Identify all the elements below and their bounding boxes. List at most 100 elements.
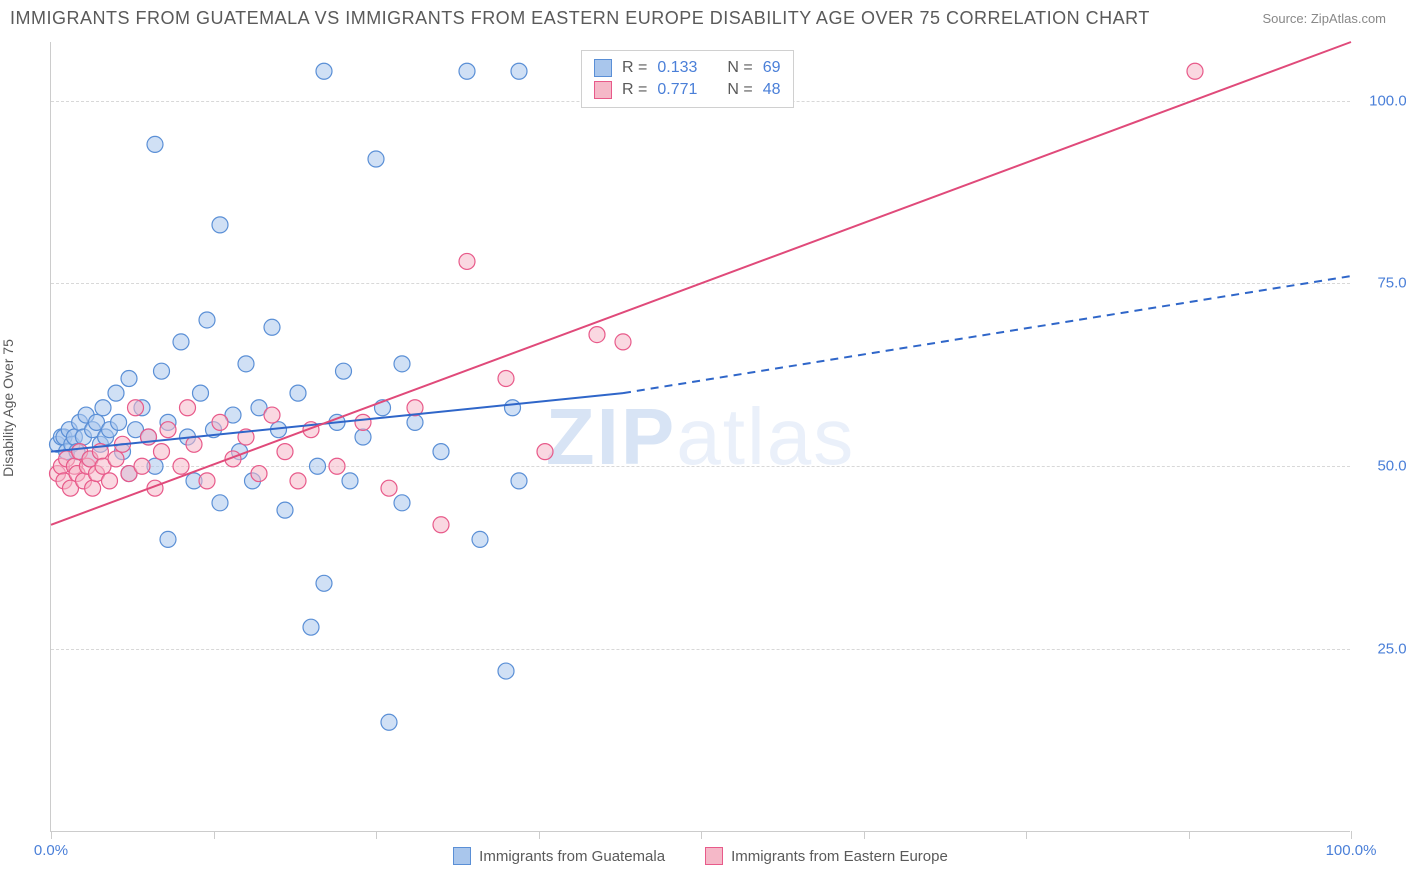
legend-r-label: R = xyxy=(622,59,647,77)
scatter-point xyxy=(290,385,306,401)
scatter-point xyxy=(329,458,345,474)
scatter-point xyxy=(111,414,127,430)
scatter-point xyxy=(173,458,189,474)
scatter-point xyxy=(433,444,449,460)
chart-plot-area: 25.0%50.0%75.0%100.0% ZIPatlas R =0.133N… xyxy=(50,42,1350,832)
scatter-point xyxy=(511,63,527,79)
scatter-point xyxy=(459,63,475,79)
scatter-point xyxy=(472,531,488,547)
x-tick xyxy=(864,831,865,839)
x-tick xyxy=(51,831,52,839)
legend-n-value: 69 xyxy=(763,59,781,77)
x-tick xyxy=(214,831,215,839)
y-axis-label: Disability Age Over 75 xyxy=(0,339,16,477)
legend-label: Immigrants from Eastern Europe xyxy=(731,848,948,865)
source-attribution: Source: ZipAtlas.com xyxy=(1262,11,1386,26)
series-legend: Immigrants from Guatemala Immigrants from… xyxy=(51,847,1350,865)
scatter-point xyxy=(316,575,332,591)
scatter-point xyxy=(160,531,176,547)
legend-item: Immigrants from Guatemala xyxy=(453,847,665,865)
legend-swatch xyxy=(594,81,612,99)
scatter-point xyxy=(355,414,371,430)
scatter-point xyxy=(108,385,124,401)
scatter-point xyxy=(154,363,170,379)
scatter-point xyxy=(355,429,371,445)
scatter-point xyxy=(277,444,293,460)
scatter-point xyxy=(264,407,280,423)
scatter-point xyxy=(316,63,332,79)
legend-label: Immigrants from Guatemala xyxy=(479,848,665,865)
scatter-point xyxy=(128,400,144,416)
y-tick-label: 100.0% xyxy=(1369,92,1406,109)
scatter-point xyxy=(147,136,163,152)
y-tick-label: 75.0% xyxy=(1377,275,1406,292)
scatter-point xyxy=(193,385,209,401)
scatter-point xyxy=(433,517,449,533)
scatter-point xyxy=(498,370,514,386)
scatter-point xyxy=(102,473,118,489)
scatter-point xyxy=(212,495,228,511)
scatter-point xyxy=(381,714,397,730)
legend-n-label: N = xyxy=(727,81,752,99)
scatter-point xyxy=(394,356,410,372)
scatter-point xyxy=(303,619,319,635)
legend-swatch xyxy=(594,59,612,77)
scatter-point xyxy=(85,480,101,496)
scatter-point xyxy=(394,495,410,511)
scatter-point xyxy=(212,217,228,233)
scatter-point xyxy=(154,444,170,460)
trend-line xyxy=(51,42,1351,525)
x-tick xyxy=(376,831,377,839)
scatter-point xyxy=(511,473,527,489)
scatter-point xyxy=(108,451,124,467)
y-tick-label: 25.0% xyxy=(1377,641,1406,658)
scatter-point xyxy=(160,422,176,438)
legend-item: Immigrants from Eastern Europe xyxy=(705,847,948,865)
legend-r-label: R = xyxy=(622,81,647,99)
scatter-point xyxy=(336,363,352,379)
trend-line-extrapolated xyxy=(623,276,1351,393)
scatter-point xyxy=(290,473,306,489)
y-tick-label: 50.0% xyxy=(1377,458,1406,475)
legend-row: R = 0.771 N = 48 xyxy=(594,79,781,101)
scatter-point xyxy=(407,414,423,430)
legend-r-value: 0.771 xyxy=(657,81,697,99)
correlation-legend: R = 0.133 N = 69 R = 0.771 N = 48 xyxy=(581,50,794,108)
scatter-point xyxy=(199,312,215,328)
scatter-plot-svg xyxy=(51,42,1350,831)
scatter-point xyxy=(134,458,150,474)
scatter-point xyxy=(368,151,384,167)
scatter-point xyxy=(95,400,111,416)
x-tick xyxy=(1189,831,1190,839)
scatter-point xyxy=(381,480,397,496)
x-tick xyxy=(539,831,540,839)
scatter-point xyxy=(537,444,553,460)
scatter-point xyxy=(342,473,358,489)
chart-title: IMMIGRANTS FROM GUATEMALA VS IMMIGRANTS … xyxy=(10,8,1150,29)
x-tick xyxy=(1026,831,1027,839)
scatter-point xyxy=(615,334,631,350)
scatter-point xyxy=(505,400,521,416)
legend-r-value: 0.133 xyxy=(657,59,697,77)
scatter-point xyxy=(264,319,280,335)
scatter-point xyxy=(1187,63,1203,79)
scatter-point xyxy=(459,253,475,269)
legend-row: R = 0.133 N = 69 xyxy=(594,57,781,79)
scatter-point xyxy=(212,414,228,430)
legend-swatch xyxy=(453,847,471,865)
scatter-point xyxy=(186,436,202,452)
scatter-point xyxy=(121,370,137,386)
scatter-point xyxy=(251,466,267,482)
legend-swatch xyxy=(705,847,723,865)
legend-n-label: N = xyxy=(727,59,752,77)
scatter-point xyxy=(199,473,215,489)
scatter-point xyxy=(498,663,514,679)
scatter-point xyxy=(277,502,293,518)
legend-n-value: 48 xyxy=(763,81,781,99)
chart-header: IMMIGRANTS FROM GUATEMALA VS IMMIGRANTS … xyxy=(0,0,1406,37)
scatter-point xyxy=(238,356,254,372)
scatter-point xyxy=(173,334,189,350)
x-tick xyxy=(701,831,702,839)
scatter-point xyxy=(180,400,196,416)
x-tick xyxy=(1351,831,1352,839)
